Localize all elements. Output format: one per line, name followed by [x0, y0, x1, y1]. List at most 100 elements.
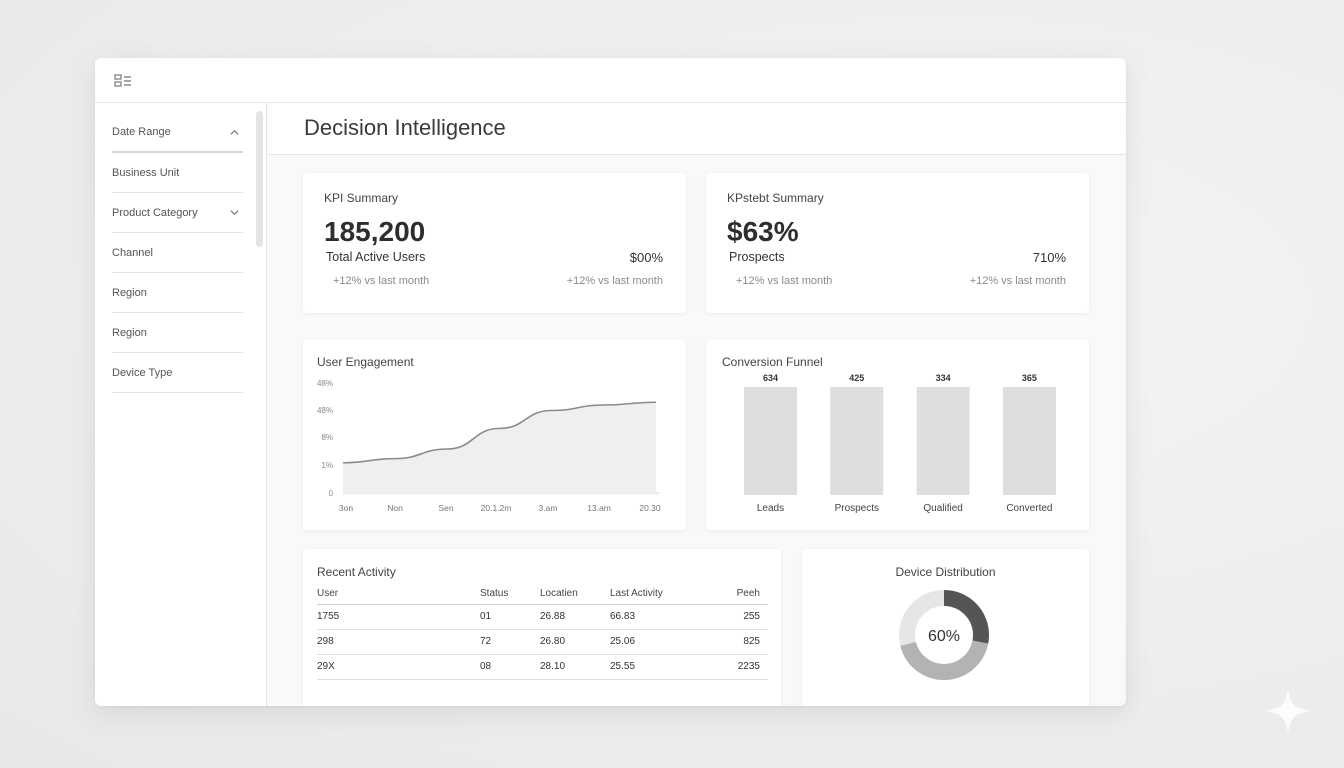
donut-segment-dark	[899, 590, 989, 680]
cell-status: 08	[480, 654, 540, 680]
y-tick-label: 1%	[321, 461, 333, 470]
filter-label: Device Type	[112, 366, 173, 379]
funnel-bar[interactable]	[830, 387, 884, 495]
chevron-up-icon[interactable]	[230, 128, 239, 137]
cell-location: 26.80	[540, 629, 610, 655]
filter-label: Channel	[112, 246, 153, 259]
table-row[interactable]: 298 72 26.80 25.06 825	[317, 629, 768, 655]
page-title: Decision Intelligence	[304, 115, 506, 140]
conversion-funnel-card: Conversion Funnel 634 Leads 425 Prospects 33…	[706, 340, 1089, 530]
kpi-label: Total Active Users	[326, 250, 426, 264]
recent-activity-card: Recent Activity User Status Locatien Las…	[303, 549, 781, 706]
x-tick-label: 20.30	[639, 503, 661, 513]
engagement-area	[343, 402, 656, 493]
filter-device-type[interactable]: Device Type	[112, 353, 243, 393]
filter-label: Region	[112, 286, 147, 299]
filter-sidebar: Date Range Business Unit Product Categor…	[95, 103, 267, 706]
kpi-delta: +12% vs last month	[333, 275, 430, 287]
kpi-side-delta: +12% vs last month	[969, 275, 1066, 287]
column-header-user[interactable]: User	[317, 584, 480, 605]
filter-channel[interactable]: Channel	[112, 233, 243, 273]
activity-table: User Status Locatien Last Activity Peeh …	[317, 584, 768, 680]
cell-user: 29X	[317, 654, 480, 680]
page-header: Decision Intelligence	[268, 103, 1126, 155]
cell-status: 72	[480, 629, 540, 655]
filter-region[interactable]: Region	[112, 273, 243, 313]
y-tick-label: 8%	[321, 433, 333, 442]
cell-location: 28.10	[540, 654, 610, 680]
card-title: KPstebt Summary	[727, 191, 824, 205]
kpi-delta: +12% vs last month	[736, 275, 833, 287]
sparkle-icon	[1265, 688, 1311, 734]
funnel-category-label: Prospects	[835, 503, 879, 514]
cell-last-activity: 25.55	[610, 654, 720, 680]
kpi-label: Prospects	[729, 250, 785, 264]
x-tick-label: 3.am	[539, 503, 558, 513]
donut-chart: 60%	[899, 590, 989, 680]
funnel-value-label: 634	[763, 373, 778, 383]
cell-location: 26.88	[540, 604, 610, 630]
table-row[interactable]: 29X 08 28.10 25.55 2235	[317, 654, 768, 680]
kpi-card-prospects: KPstebt Summary $63% Prospects +12% vs l…	[706, 173, 1089, 313]
filter-business-unit[interactable]: Business Unit	[112, 153, 243, 193]
main-content: Decision Intelligence KPI Summary 185,20…	[268, 103, 1126, 706]
card-title: Conversion Funnel	[722, 355, 823, 369]
filter-label: Region	[112, 326, 147, 339]
kpi-value: $63%	[727, 216, 799, 247]
bar-chart: 634 Leads 425 Prospects 334 Qualified 365 Conve…	[744, 373, 1056, 514]
filter-region-2[interactable]: Region	[112, 313, 243, 353]
column-header-location[interactable]: Locatien	[540, 584, 610, 605]
cell-last-activity: 66.83	[610, 604, 720, 630]
kpi-value: 185,200	[324, 216, 426, 247]
x-tick-label: Sen	[438, 503, 453, 513]
cell-user: 1755	[317, 604, 480, 630]
donut-center-label: 60%	[928, 628, 960, 645]
column-header-peeh[interactable]: Peeh	[720, 584, 768, 605]
chevron-down-icon[interactable]	[230, 208, 239, 217]
x-tick-label: Non	[387, 503, 403, 513]
filter-label: Product Category	[112, 206, 198, 219]
funnel-bar[interactable]	[744, 387, 797, 495]
filter-label: Date Range	[112, 126, 171, 138]
table-row[interactable]: 1755 01 26.88 66.83 255	[317, 604, 768, 630]
card-title: User Engagement	[317, 355, 414, 369]
user-engagement-card: User Engagement 48% 48% 8% 1% 0 3on Non …	[303, 340, 686, 530]
table-header-row: User Status Locatien Last Activity Peeh	[317, 584, 768, 605]
card-title: Recent Activity	[317, 565, 396, 579]
filter-label: Business Unit	[112, 166, 180, 179]
filter-date-range[interactable]: Date Range	[112, 113, 243, 153]
column-header-last-activity[interactable]: Last Activity	[610, 584, 720, 605]
engagement-line	[342, 401, 657, 464]
cell-user: 298	[317, 629, 480, 655]
card-title: Device Distribution	[895, 565, 996, 579]
donut-segment-mid	[899, 590, 989, 680]
y-tick-label: 0	[329, 489, 334, 498]
card-title: KPI Summary	[324, 191, 399, 205]
device-distribution-card: Device Distribution 60%	[802, 549, 1089, 706]
dashboard-window: Date Range Business Unit Product Categor…	[95, 58, 1126, 706]
cell-peeh: 2235	[720, 654, 768, 680]
cell-peeh: 255	[720, 604, 768, 630]
funnel-bar[interactable]	[916, 387, 970, 495]
kpi-side-value: 710%	[1032, 250, 1066, 265]
x-tick-label: 13.am	[587, 503, 611, 513]
kpi-side-value: $00%	[629, 250, 663, 265]
funnel-value-label: 425	[849, 373, 864, 383]
funnel-value-label: 334	[936, 373, 951, 383]
y-tick-label: 48%	[317, 406, 333, 415]
x-tick-label: 20.1.2m	[481, 503, 512, 513]
column-header-status[interactable]: Status	[480, 584, 540, 605]
filter-product-category[interactable]: Product Category	[112, 193, 243, 233]
cell-peeh: 825	[720, 629, 768, 655]
funnel-category-label: Qualified	[923, 503, 962, 514]
grid-menu-icon[interactable]	[114, 74, 132, 88]
x-tick-label: 3on	[339, 503, 353, 513]
sidebar-scrollbar[interactable]	[255, 111, 263, 701]
cell-status: 01	[480, 604, 540, 630]
funnel-bar[interactable]	[1002, 387, 1056, 495]
top-bar	[95, 58, 1126, 103]
y-tick-label: 48%	[317, 379, 333, 388]
scrollbar-thumb[interactable]	[256, 111, 263, 247]
cell-last-activity: 25.06	[610, 629, 720, 655]
line-chart: 48% 48% 8% 1% 0 3on Non Sen 20.1.2m 3.am…	[317, 379, 661, 513]
